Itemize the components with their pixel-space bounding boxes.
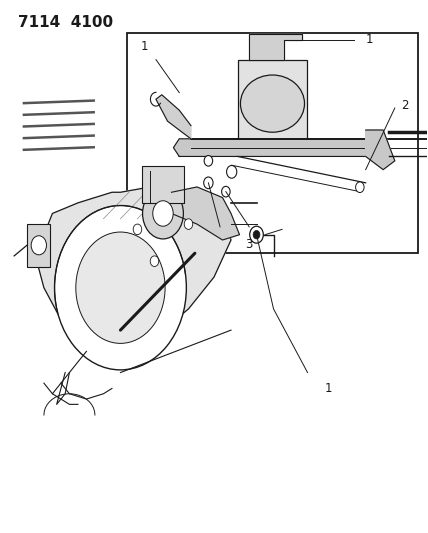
Text: 1: 1	[140, 40, 148, 53]
Text: 1: 1	[324, 382, 332, 395]
Text: 7114  4100: 7114 4100	[18, 14, 113, 30]
Circle shape	[31, 236, 47, 255]
Bar	[127, 33, 418, 253]
Text: 2: 2	[401, 99, 408, 112]
Circle shape	[133, 224, 142, 235]
Polygon shape	[173, 139, 389, 156]
Circle shape	[76, 232, 165, 343]
Bar	[142, 166, 184, 203]
Circle shape	[153, 201, 173, 226]
Circle shape	[150, 256, 159, 266]
Circle shape	[184, 219, 193, 229]
Circle shape	[143, 188, 183, 239]
Ellipse shape	[241, 75, 304, 132]
Polygon shape	[156, 95, 191, 139]
Circle shape	[356, 182, 364, 192]
Bar	[27, 224, 50, 266]
Circle shape	[54, 206, 186, 370]
Text: 3: 3	[246, 238, 253, 251]
Circle shape	[226, 165, 237, 178]
Polygon shape	[172, 187, 240, 240]
Polygon shape	[36, 187, 231, 357]
Bar	[238, 60, 307, 139]
Circle shape	[250, 226, 263, 243]
Text: 1: 1	[366, 33, 373, 46]
Circle shape	[204, 177, 213, 189]
Circle shape	[204, 156, 213, 166]
Polygon shape	[366, 130, 395, 169]
Circle shape	[253, 230, 260, 239]
Circle shape	[222, 187, 230, 197]
Polygon shape	[249, 34, 302, 60]
